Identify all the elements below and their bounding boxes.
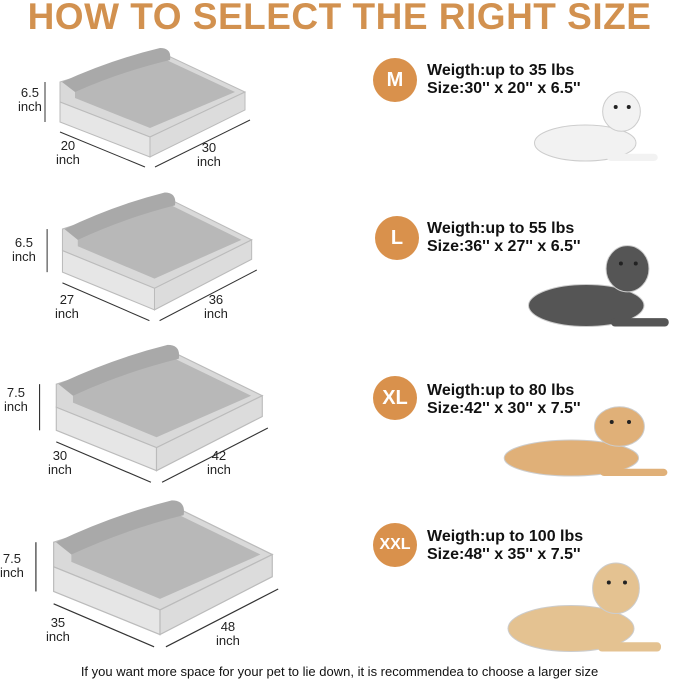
size-spec: Weigth:up to 55 lbs Size:36'' x 27'' x 6.…: [427, 220, 581, 255]
size-spec: Weigth:up to 100 lbs Size:48'' x 35'' x 7…: [427, 528, 584, 563]
dog-image-xl: [503, 406, 668, 477]
footer-note: If you want more space for your pet to l…: [80, 664, 599, 679]
dog-image-m: [534, 91, 658, 162]
bed-image-m: [44, 48, 251, 168]
size-badge-l: L: [375, 216, 419, 260]
size-spec: Weigth:up to 35 lbs Size:30'' x 20'' x 6.…: [427, 62, 581, 97]
depth-label: 35 inch: [46, 615, 70, 644]
width-label: 36 inch: [204, 292, 228, 321]
width-label: 42 inch: [207, 448, 231, 477]
page-title: HOW TO SELECT THE RIGHT SIZE: [27, 0, 652, 37]
height-label: 7.5 inch: [4, 385, 28, 414]
size-spec: Weigth:up to 80 lbs Size:42'' x 30'' x 7.…: [427, 382, 581, 417]
height-label: 6.5 inch: [12, 235, 36, 264]
depth-label: 20 inch: [56, 138, 80, 167]
dog-image-xxl: [507, 562, 661, 652]
depth-label: 30 inch: [48, 448, 72, 477]
height-label: 7.5 inch: [0, 551, 24, 580]
height-label: 6.5 inch: [18, 85, 42, 114]
bed-image-xl: [39, 344, 269, 483]
bed-image-xxl: [35, 500, 279, 648]
width-label: 30 inch: [197, 140, 221, 169]
size-badge-xxl: XXL: [373, 523, 417, 567]
size-badge-xl: XL: [373, 376, 417, 420]
width-label: 48 inch: [216, 619, 240, 648]
dog-image-l: [528, 245, 669, 327]
size-badge-m: M: [373, 58, 417, 102]
depth-label: 27 inch: [55, 292, 79, 321]
bed-image-l: [46, 192, 257, 322]
